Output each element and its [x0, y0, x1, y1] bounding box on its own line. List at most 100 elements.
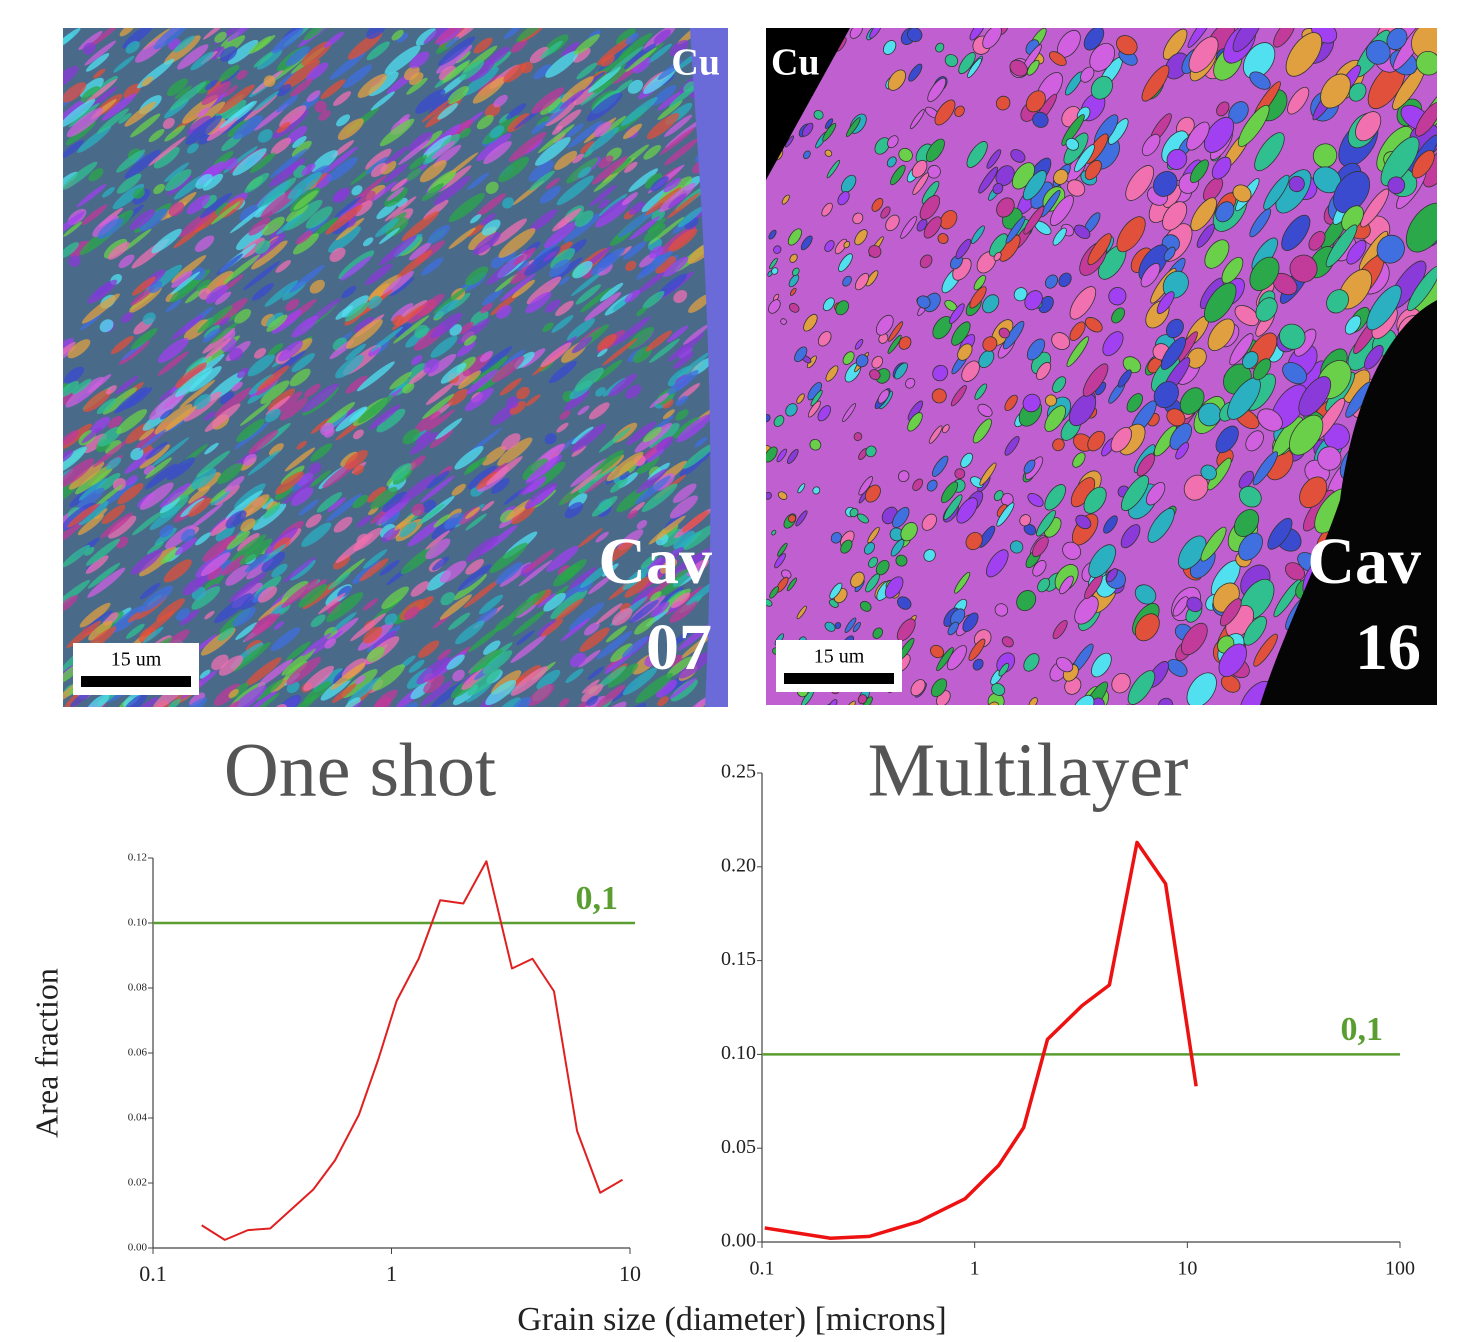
grain: [970, 225, 985, 244]
grain: [992, 183, 1004, 195]
grain: [561, 706, 574, 707]
grain: [1320, 73, 1351, 109]
grain: [852, 622, 861, 633]
grain: [229, 347, 243, 361]
grain: [344, 449, 368, 470]
x-tick-label: 1: [386, 1261, 397, 1286]
grain: [642, 290, 665, 309]
grain: [531, 121, 547, 135]
grain: [196, 450, 231, 478]
grain: [473, 232, 501, 255]
grain: [625, 32, 639, 45]
grain: [546, 545, 579, 572]
grain: [570, 469, 602, 494]
grain: [834, 238, 848, 255]
grain: [108, 416, 123, 429]
grain: [268, 343, 284, 356]
grain: [396, 32, 409, 43]
grain: [117, 483, 144, 505]
grain: [673, 352, 694, 369]
grain: [508, 131, 547, 162]
grain: [835, 300, 850, 316]
grain: [1386, 28, 1408, 51]
grain: [64, 366, 85, 384]
grain: [84, 40, 117, 66]
grain: [440, 362, 467, 384]
grain: [116, 409, 148, 435]
grain: [293, 190, 319, 211]
grain: [204, 610, 215, 620]
grain: [508, 590, 546, 620]
grain: [596, 684, 626, 707]
grain: [526, 276, 562, 305]
grain: [239, 204, 259, 222]
grain: [1019, 514, 1032, 527]
grain: [163, 405, 197, 433]
grain: [63, 449, 74, 463]
grain: [352, 464, 364, 476]
grain: [1153, 170, 1178, 197]
grain: [969, 286, 987, 309]
grain: [888, 321, 904, 342]
grain: [567, 120, 603, 149]
grain: [788, 303, 800, 313]
grain: [257, 596, 289, 621]
grain: [864, 484, 881, 503]
grain: [998, 662, 1010, 677]
grain: [650, 176, 669, 192]
grain: [63, 391, 75, 406]
grain: [372, 664, 405, 691]
y-tick-label: 0.25: [721, 761, 756, 783]
y-tick-label: 0.15: [721, 948, 756, 970]
grain: [213, 683, 241, 706]
copper-layer: [690, 28, 728, 707]
grain: [63, 139, 84, 159]
grain: [507, 113, 531, 133]
grain: [183, 319, 209, 341]
grain: [769, 257, 778, 270]
grain: [185, 115, 222, 145]
grain: [643, 223, 666, 242]
grain: [516, 386, 530, 400]
grain: [636, 307, 647, 316]
grain: [346, 319, 383, 349]
grain: [376, 408, 406, 433]
grain: [313, 173, 332, 190]
grain: [384, 613, 398, 626]
grain: [768, 299, 781, 314]
grain: [525, 454, 563, 484]
grain: [581, 683, 604, 702]
grain: [797, 483, 806, 494]
grain: [139, 444, 171, 469]
grain: [1153, 381, 1179, 409]
grain: [204, 403, 241, 432]
grain: [366, 486, 387, 503]
grain: [766, 414, 771, 423]
grain: [245, 657, 282, 687]
grain: [368, 404, 401, 430]
grain: [309, 279, 325, 294]
grain: [236, 418, 265, 442]
grain: [1023, 206, 1045, 235]
grain: [1238, 470, 1255, 489]
grain: [604, 539, 635, 565]
grain: [448, 227, 476, 249]
grain: [447, 86, 469, 104]
grain: [925, 138, 945, 163]
grain: [223, 254, 261, 284]
grain: [433, 175, 471, 206]
grain: [788, 274, 800, 288]
grain: [570, 652, 586, 668]
grain: [153, 146, 180, 169]
grain: [1114, 704, 1133, 705]
grain: [682, 510, 709, 533]
grain: [1074, 144, 1095, 173]
grain: [301, 632, 332, 657]
grain: [451, 483, 466, 496]
grain: [415, 89, 446, 114]
grain: [77, 125, 112, 153]
grain: [332, 190, 346, 202]
grain: [105, 385, 117, 395]
grain: [613, 79, 633, 95]
y-tick-label: 0.00: [721, 1230, 756, 1252]
